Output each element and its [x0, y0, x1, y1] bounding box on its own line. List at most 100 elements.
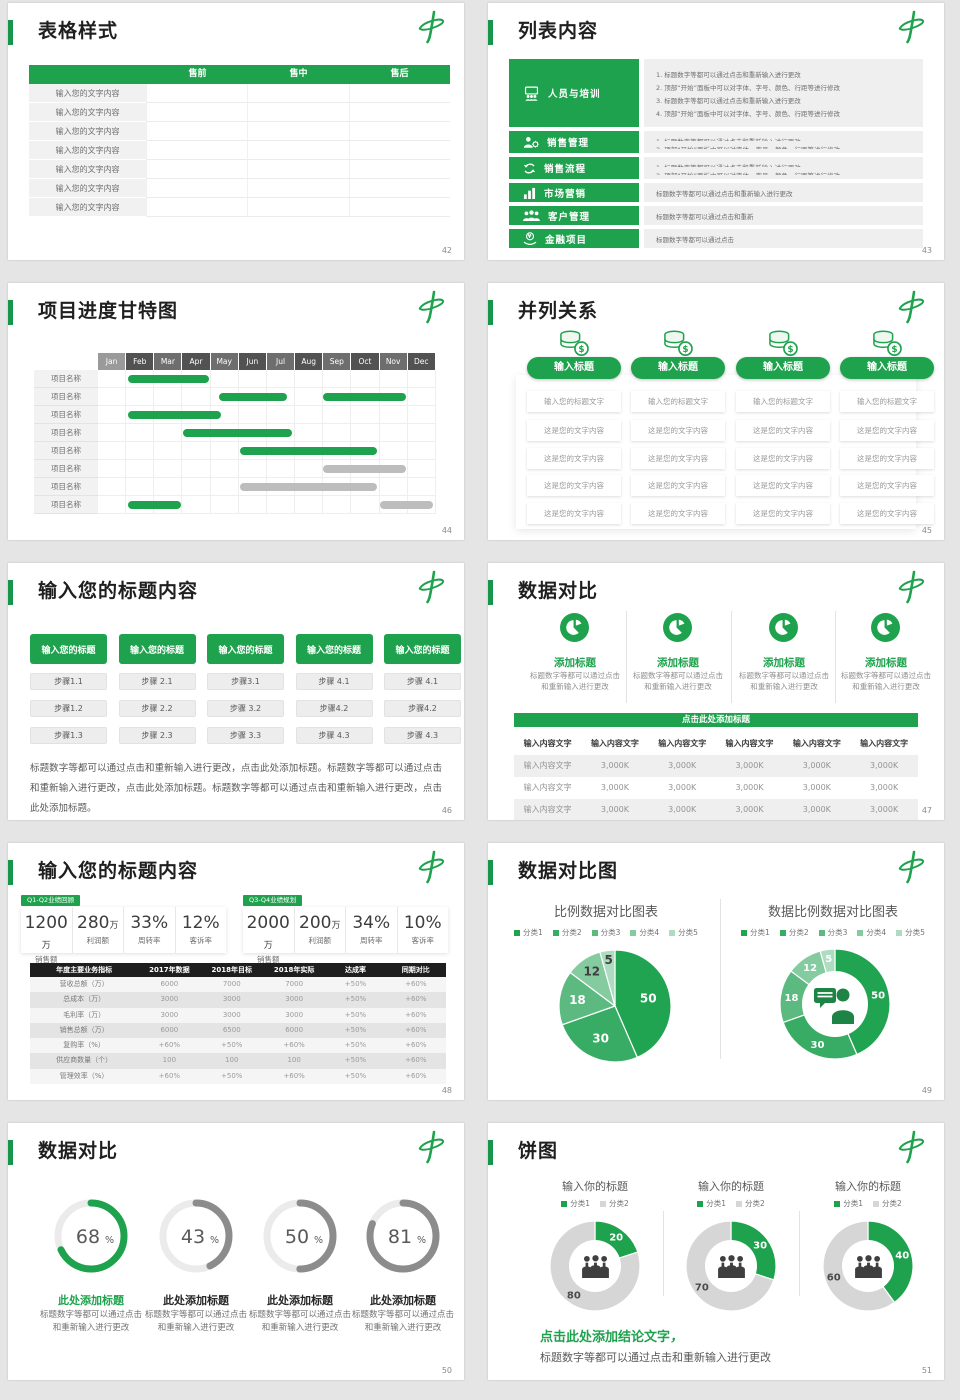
- column-header-pill: 输入标题: [736, 357, 830, 379]
- gantt-row: 项目名称: [34, 406, 437, 424]
- donut-title: 输入你的标题: [698, 1180, 764, 1193]
- column-item: 这是您的文字内容: [527, 503, 621, 524]
- ring-percent-value: 68: [76, 1226, 100, 1248]
- slice-value-label: 18: [569, 993, 586, 1007]
- table-cell-empty: [146, 198, 248, 217]
- gantt-grid-cell: [295, 370, 324, 388]
- list-text-block: 1. 标题数字等都可以通过点击和重新输入进行更改 2. 顶部“开始”面板中可以对字…: [644, 59, 923, 127]
- column-item: 这是您的文字内容: [736, 475, 830, 496]
- legend-swatch: [741, 929, 748, 936]
- slide-50-progress-rings[interactable]: 数据对比 此处添加标题 标题数字等都可以通过点击和重新输入进行更改 68% 此处添加标…: [8, 1123, 464, 1380]
- legend-item: 分类1: [514, 927, 543, 938]
- slide-51-donuts[interactable]: 饼图 输入你的标题 分类1 分类2 20 80 输入你的标题 分类1 分类2 30 70 输入你的标…: [488, 1123, 944, 1380]
- slide-42-table-style[interactable]: 表格样式 售前 售中 售后 输入您的文字内容 输入您的文字内容 输入您的文字内容 输入您的文…: [8, 3, 464, 260]
- content-table: 售前 售中 售后 输入您的文字内容 输入您的文字内容 输入您的文字内容 输入您的文字内容 输入…: [29, 65, 450, 217]
- page-number: 44: [441, 526, 452, 535]
- slide-46-steps[interactable]: 输入您的标题内容 输入您的标题 步骤1.1 步骤1.2 步骤1.3 输入您的标题 步骤 2…: [8, 563, 464, 820]
- gantt-grid-cell: [154, 388, 183, 406]
- stat-value: 10%: [403, 913, 442, 933]
- slide-48-kpi-table[interactable]: 输入您的标题内容 Q1-Q2业绩回顾 1200万 销售额 280万 利润额 33% 周转率 1…: [8, 843, 464, 1100]
- gantt-grid-cell: [266, 406, 296, 424]
- ring-desc: 标题数字等都可以通过点击和重新输入进行更改: [351, 1310, 454, 1333]
- gantt-row: 项目名称: [34, 496, 437, 514]
- gantt-month-cell: Jul: [266, 353, 296, 370]
- legend-swatch: [736, 1200, 742, 1207]
- compare-header-cell: 输入内容文字: [860, 739, 909, 748]
- table-row-label: 输入您的文字内容: [29, 198, 147, 217]
- stat-label: 利润额: [308, 936, 332, 945]
- kpi-table-cell: +60%: [158, 1071, 181, 1080]
- list-text-line: 1. 标题数字等都可以通过点击和重新输入进行更改: [656, 136, 911, 141]
- feature-heading: 添加标题: [657, 657, 699, 669]
- finance-coin-icon: ¥: [523, 232, 537, 245]
- stat-value-row: 1200 万: [21, 913, 72, 952]
- gantt-grid-cell: [351, 424, 380, 442]
- stat-unit: 万: [109, 921, 119, 931]
- compare-table-cell: 3,000K: [802, 783, 831, 792]
- list-category-label: 人员与培训: [548, 89, 601, 100]
- slide-47-data-compare[interactable]: 数据对比 添加标题 标题数字等都可以通过点击和重新输入进行更改 添加标题 标题数字等都…: [488, 563, 944, 820]
- table-cell-empty: [348, 141, 450, 160]
- slide-content: $ 输入标题 输入您的标题文字 这是您的文字内容 这是您的文字内容 这是您的文字内容 这是您…: [488, 283, 944, 540]
- donut-legend: 分类1 分类2: [535, 1198, 655, 1209]
- list-text-block: 1. 标题数字等都可以通过点击和重新输入进行更改 2. 顶部“开始”面板中可以对字…: [644, 157, 923, 179]
- compare-table-cell: 3,000K: [870, 805, 899, 814]
- gantt-grid-cell: [266, 388, 296, 406]
- gantt-bar: [240, 483, 377, 491]
- gantt-grid-cell: [351, 442, 380, 460]
- kpi-table-header: 年度主要业务指标 2017年数据 2018年目标 2018年实际 达成率 同期对比: [30, 963, 446, 977]
- table-row-label: 输入您的文字内容: [29, 141, 147, 160]
- progress-ring: 43%: [159, 1199, 233, 1273]
- stat-value: 1200: [24, 913, 68, 933]
- stat-label: 利润额: [86, 936, 110, 945]
- compare-table-cell: 3,000K: [600, 805, 630, 814]
- list-text-block: 标题数字等都可以通过点击: [644, 229, 923, 248]
- step-box: 步骤4.2: [384, 700, 461, 717]
- ring-heading: 此处添加标题: [370, 1294, 436, 1307]
- kpi-table-cell: 3000: [285, 1010, 304, 1019]
- kpi-table-cell: +60%: [283, 1041, 305, 1050]
- stat-cell: 1200 万 销售额: [21, 907, 73, 964]
- slide-45-parallel-relation[interactable]: 并列关系 $ 输入标题 输入您的标题文字 这是您的文字内容 这是您的文字内容 这是您的文字…: [488, 283, 944, 540]
- gantt-grid-cell: [182, 478, 211, 496]
- slide-43-list-content[interactable]: 列表内容 人员与培训 1. 标题数字等都可以通过点击和重新输入进行更改 2. 顶部“…: [488, 3, 944, 260]
- step-box: 步骤1.1: [30, 673, 107, 690]
- stat-group-tag: Q3-Q4业绩规划: [243, 895, 303, 906]
- gantt-grid-cell: [351, 370, 380, 388]
- step-box: 步骤 3.2: [207, 700, 284, 717]
- kpi-table-cell: 7000: [285, 980, 304, 988]
- list-row: 销售管理 1. 标题数字等都可以通过点击和重新输入进行更改 2. 顶部“开始”面板中…: [509, 131, 923, 153]
- slide-title: 输入您的标题内容: [38, 580, 199, 602]
- compare-table-cell: 3,000K: [668, 805, 697, 814]
- table-row: 输入您的文字内容: [29, 141, 450, 160]
- list-row: 客户管理 标题数字等都可以通过点击和重新: [509, 206, 923, 225]
- gantt-grid-cell: [323, 424, 352, 442]
- gantt-grid-cell: [323, 406, 352, 424]
- feature-heading: 添加标题: [554, 657, 596, 669]
- gantt-grid-cell: [407, 406, 436, 424]
- slide-title: 数据对比图: [518, 860, 619, 882]
- step-column-header: 输入您的标题: [384, 634, 461, 664]
- pie-slice: [599, 949, 616, 1007]
- gantt-grid-cell: [154, 424, 183, 442]
- list-category: 人员与培训: [509, 59, 639, 127]
- gantt-grid-cell: [126, 388, 155, 406]
- list-text-line: 4. 顶部“开始”面板中可以对字体、字号、颜色、行距等进行修改: [656, 109, 841, 118]
- column-divider: [626, 611, 627, 703]
- chart-legend: 分类1 分类2 分类3 分类4 分类5: [496, 927, 716, 938]
- gantt-grid-cell: [98, 496, 127, 514]
- slide-44-gantt[interactable]: 项目进度甘特图 Jan Feb Mar Apr May Jun Jul Aug Sep Oct No…: [8, 283, 464, 540]
- brand-logo-icon: [894, 1129, 928, 1165]
- kpi-table-cell: 7000: [222, 980, 241, 988]
- gantt-bar: [127, 411, 221, 419]
- column-divider: [835, 611, 836, 703]
- stat-label: 周转率: [360, 936, 383, 945]
- slide-49-pie-charts[interactable]: 数据对比图 比例数据对比图表 分类1 分类2 分类3 分类4 分类5 50 30 18 12 5 数据…: [488, 843, 944, 1100]
- ring-desc: 标题数字等都可以通过点击和重新输入进行更改: [144, 1310, 247, 1333]
- gantt-grid-cell: [210, 370, 239, 388]
- svg-text:$: $: [891, 345, 897, 355]
- step-box: 步骤 2.2: [118, 700, 196, 717]
- gantt-row-label: 项目名称: [34, 370, 98, 388]
- coins-icon: $: [767, 329, 799, 357]
